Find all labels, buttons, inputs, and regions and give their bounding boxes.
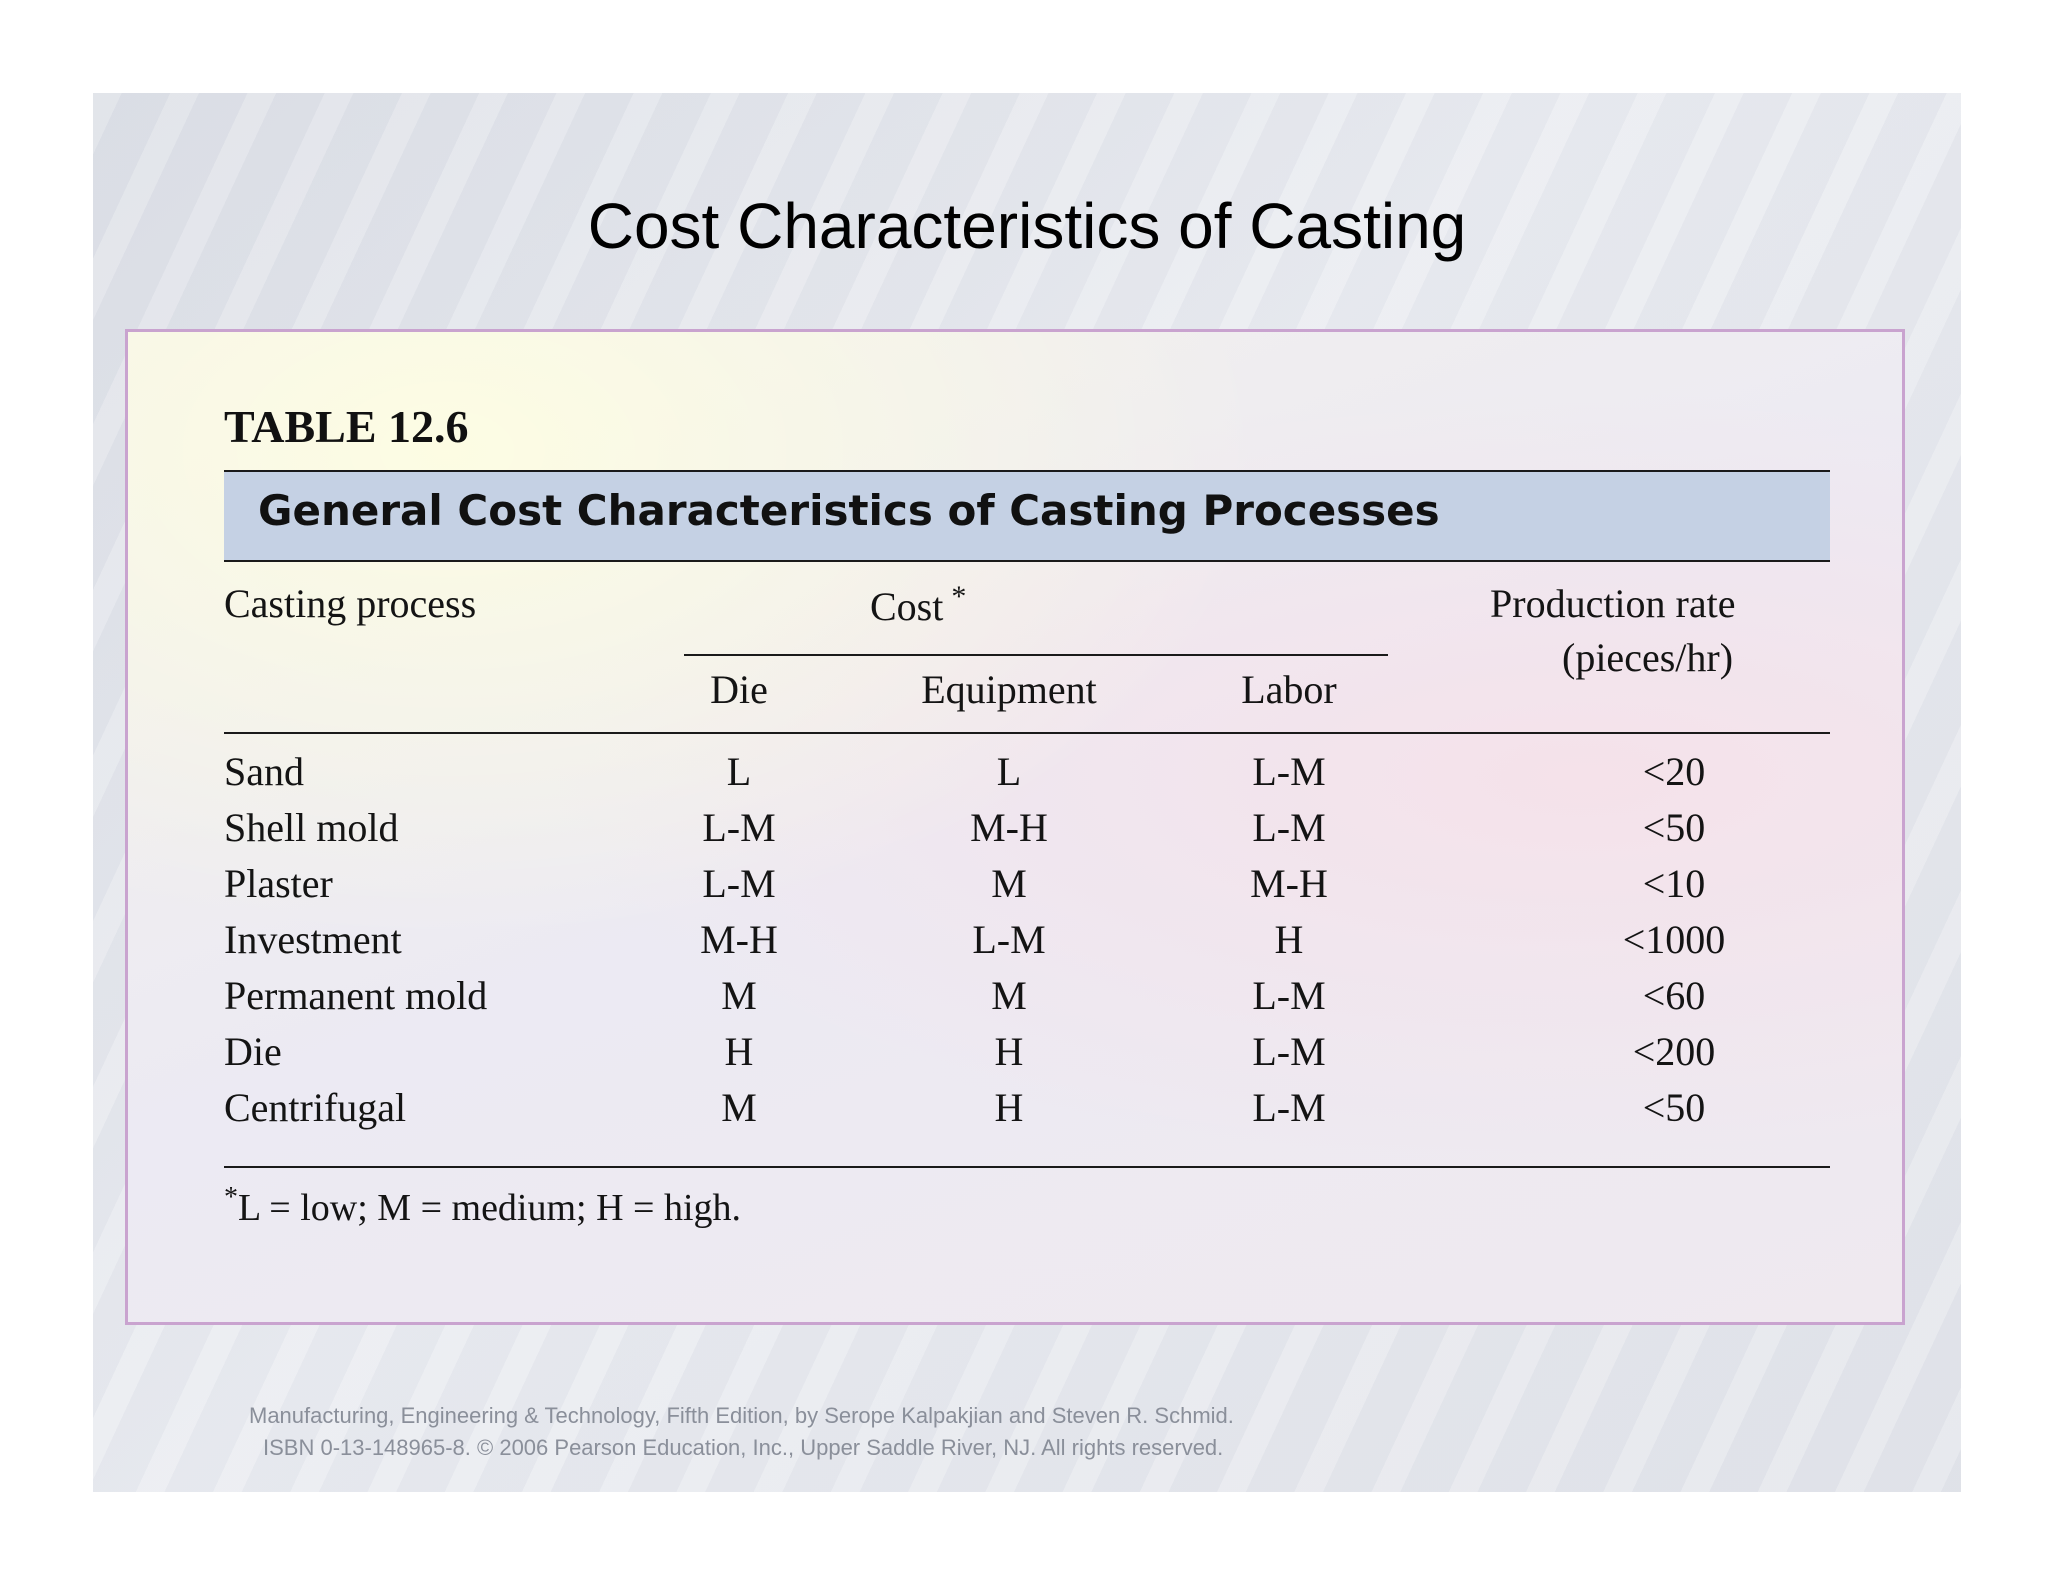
cell-die: H [724,1029,754,1074]
cell-production-rate: <20 [1642,749,1706,794]
cell-process: Centrifugal [224,1085,407,1130]
table-row: Die H H L-M <200 [224,1024,1830,1080]
header-die: Die [710,667,768,712]
cell-production-rate: <60 [1642,973,1706,1018]
cell-die: M-H [700,917,778,962]
cell-labor: L-M [1252,805,1326,850]
cell-die: L-M [702,861,776,906]
footnote-text: L = low; M = medium; H = high. [238,1187,742,1229]
cell-die: M [721,973,757,1018]
table-caption-bar: General Cost Characteristics of Casting … [224,470,1830,562]
table-row: Permanent mold M M L-M <60 [224,968,1830,1024]
cell-process: Permanent mold [224,973,488,1018]
cell-die: L [726,749,752,794]
cell-labor: L-M [1252,1085,1326,1130]
table-row: Plaster L-M M M-H <10 [224,856,1830,912]
table-footnote: *L = low; M = medium; H = high. [224,1182,741,1230]
cell-die: L-M [702,805,776,850]
slide: Cost Characteristics of Casting TABLE 12… [93,93,1961,1492]
cell-labor: L-M [1252,749,1326,794]
slide-title: Cost Characteristics of Casting [587,190,1467,262]
cell-process: Investment [224,917,402,962]
cell-labor: M-H [1250,861,1328,906]
cell-production-rate: <50 [1642,1085,1706,1130]
cell-equipment: L-M [972,917,1046,962]
header-labor: Labor [1241,667,1337,712]
table-row: Sand L L L-M <20 [224,744,1830,800]
header-cost: Cost * [870,580,966,630]
table-row: Shell mold L-M M-H L-M <50 [224,800,1830,856]
cell-process: Die [224,1029,282,1074]
footnote-mark: * [224,1182,238,1213]
table-row: Investment M-H L-M H <1000 [224,912,1830,968]
table-figure: TABLE 12.6 General Cost Characteristics … [125,329,1905,1325]
cell-production-rate: <1000 [1622,917,1726,962]
cell-labor: L-M [1252,1029,1326,1074]
header-cost-label: Cost [870,584,944,629]
credit-line-1: Manufacturing, Engineering & Technology,… [249,1403,1234,1428]
cell-process: Plaster [224,861,333,906]
cell-production-rate: <50 [1642,805,1706,850]
header-casting-process: Casting process [224,581,477,626]
header-production-rate: Production rate [1490,581,1736,626]
table-number: TABLE 12.6 [224,401,469,452]
cell-production-rate: <200 [1632,1029,1716,1074]
cell-equipment: M [991,973,1027,1018]
table-bottom-rule [224,1166,1830,1168]
cell-equipment: M [991,861,1027,906]
cell-process: Sand [224,749,304,794]
cell-equipment: H [994,1085,1024,1130]
table-row: Centrifugal M H L-M <50 [224,1080,1830,1136]
header-production-rate-unit: (pieces/hr) [1562,635,1734,680]
cell-equipment: H [994,1029,1024,1074]
cell-equipment: L [996,749,1022,794]
cell-die: M [721,1085,757,1130]
header-cost-footnote-mark: * [951,580,967,613]
cell-process: Shell mold [224,805,399,850]
credit-line-2: ISBN 0-13-148965-8. © 2006 Pearson Educa… [263,1435,1224,1460]
header-bottom-rule [224,732,1830,734]
header-equipment: Equipment [921,667,1097,712]
table-caption: General Cost Characteristics of Casting … [258,486,1440,535]
cell-labor: H [1274,917,1304,962]
cell-equipment: M-H [970,805,1048,850]
cost-group-rule [684,654,1388,656]
cell-production-rate: <10 [1642,861,1706,906]
cell-labor: L-M [1252,973,1326,1018]
